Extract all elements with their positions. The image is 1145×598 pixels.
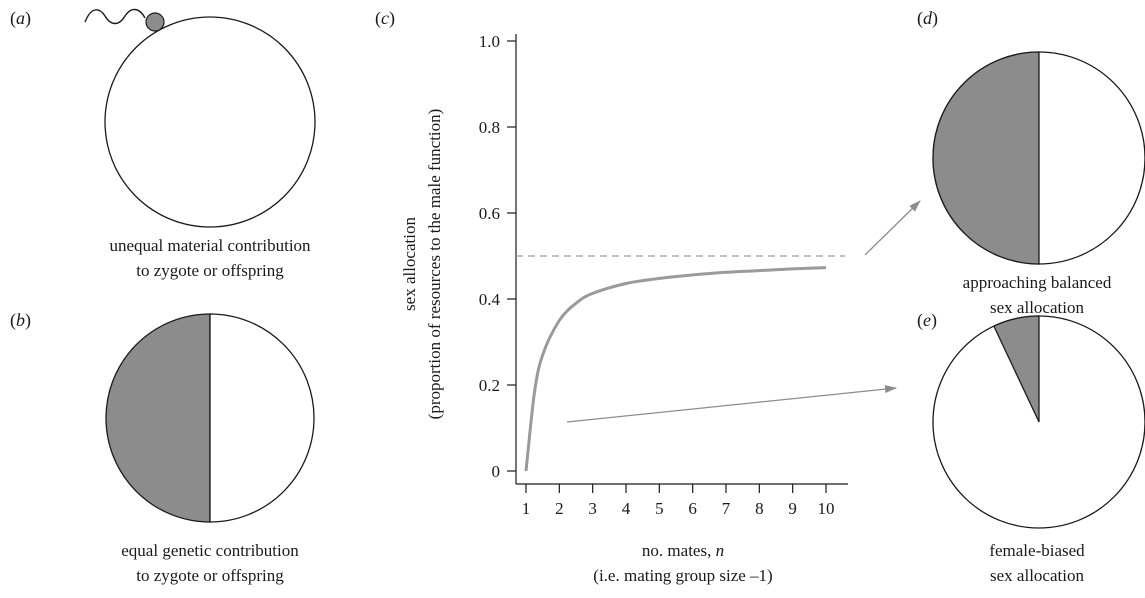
sperm-tail [84, 8, 146, 25]
y-tick-label: 0.6 [479, 204, 500, 223]
y-ticks: 0 0.2 0.4 0.6 0.8 1.0 [479, 32, 516, 481]
balanced-pie-male-slice [932, 51, 1040, 265]
x-tick-label: 3 [588, 499, 597, 518]
genetic-pie-white-half [209, 313, 315, 523]
sperm-head [145, 12, 165, 32]
x-tick-label: 8 [755, 499, 764, 518]
y-tick-label: 0.4 [479, 290, 501, 309]
panel-a: (a) unequal material contribution to zyg… [10, 8, 316, 280]
x-tick-label: 4 [622, 499, 631, 518]
panel-b-caption-line2: to zygote or offspring [136, 566, 284, 585]
y-tick-label: 0.2 [479, 376, 500, 395]
panel-e-letter: (e) [917, 310, 937, 331]
x-axis-label-line2: (i.e. mating group size –1) [593, 566, 772, 585]
panel-e: (e) female-biased sex allocation [917, 310, 1145, 585]
sex-allocation-curve [524, 266, 827, 472]
egg-circle [104, 16, 316, 228]
panel-c: (c) 0 0.2 0.4 0.6 0.8 1.0 1 2 3 4 5 6 7 8 9 10 sex all… [375, 8, 848, 585]
panel-e-caption-line1: female-biased [989, 541, 1085, 560]
panel-d-caption-line1: approaching balanced [963, 273, 1112, 292]
panel-a-caption-line1: unequal material contribution [109, 236, 311, 255]
arrow-to-balanced-pie [864, 200, 921, 256]
panel-e-caption-line2: sex allocation [990, 566, 1084, 585]
panel-d-caption-line2: sex allocation [990, 298, 1084, 317]
y-tick-label: 0.8 [479, 118, 500, 137]
x-tick-label: 9 [788, 499, 797, 518]
x-ticks: 1 2 3 4 5 6 7 8 9 10 [522, 484, 835, 518]
female-biased-pie-male-slice [993, 315, 1040, 423]
genetic-pie-grey-half [105, 313, 211, 523]
panel-b: (b) equal genetic contribution to zygote… [10, 310, 315, 585]
y-tick-label: 1.0 [479, 32, 500, 51]
x-tick-label: 5 [655, 499, 664, 518]
panel-b-caption-line1: equal genetic contribution [121, 541, 299, 560]
x-tick-label: 1 [522, 499, 531, 518]
panel-a-letter: (a) [10, 8, 31, 29]
arrow-to-female-biased-pie [566, 385, 897, 423]
x-tick-label: 7 [722, 499, 731, 518]
panel-d: (d) approaching balanced sex allocation [917, 8, 1145, 317]
x-axis-label-line1: no. mates, n [642, 541, 724, 560]
y-tick-label: 0 [492, 462, 501, 481]
y-axis-label-line1: sex allocation [400, 217, 419, 311]
x-tick-label: 6 [688, 499, 697, 518]
y-axis-label-line2: (proportion of resources to the male fun… [425, 109, 444, 420]
sex-allocation-chart: 0 0.2 0.4 0.6 0.8 1.0 1 2 3 4 5 6 7 8 9 10 [479, 32, 848, 518]
panel-d-letter: (d) [917, 8, 938, 29]
panel-a-caption-line2: to zygote or offspring [136, 261, 284, 280]
x-tick-label: 10 [818, 499, 835, 518]
panel-c-letter: (c) [375, 8, 395, 29]
panel-b-letter: (b) [10, 310, 31, 331]
x-tick-label: 2 [555, 499, 564, 518]
